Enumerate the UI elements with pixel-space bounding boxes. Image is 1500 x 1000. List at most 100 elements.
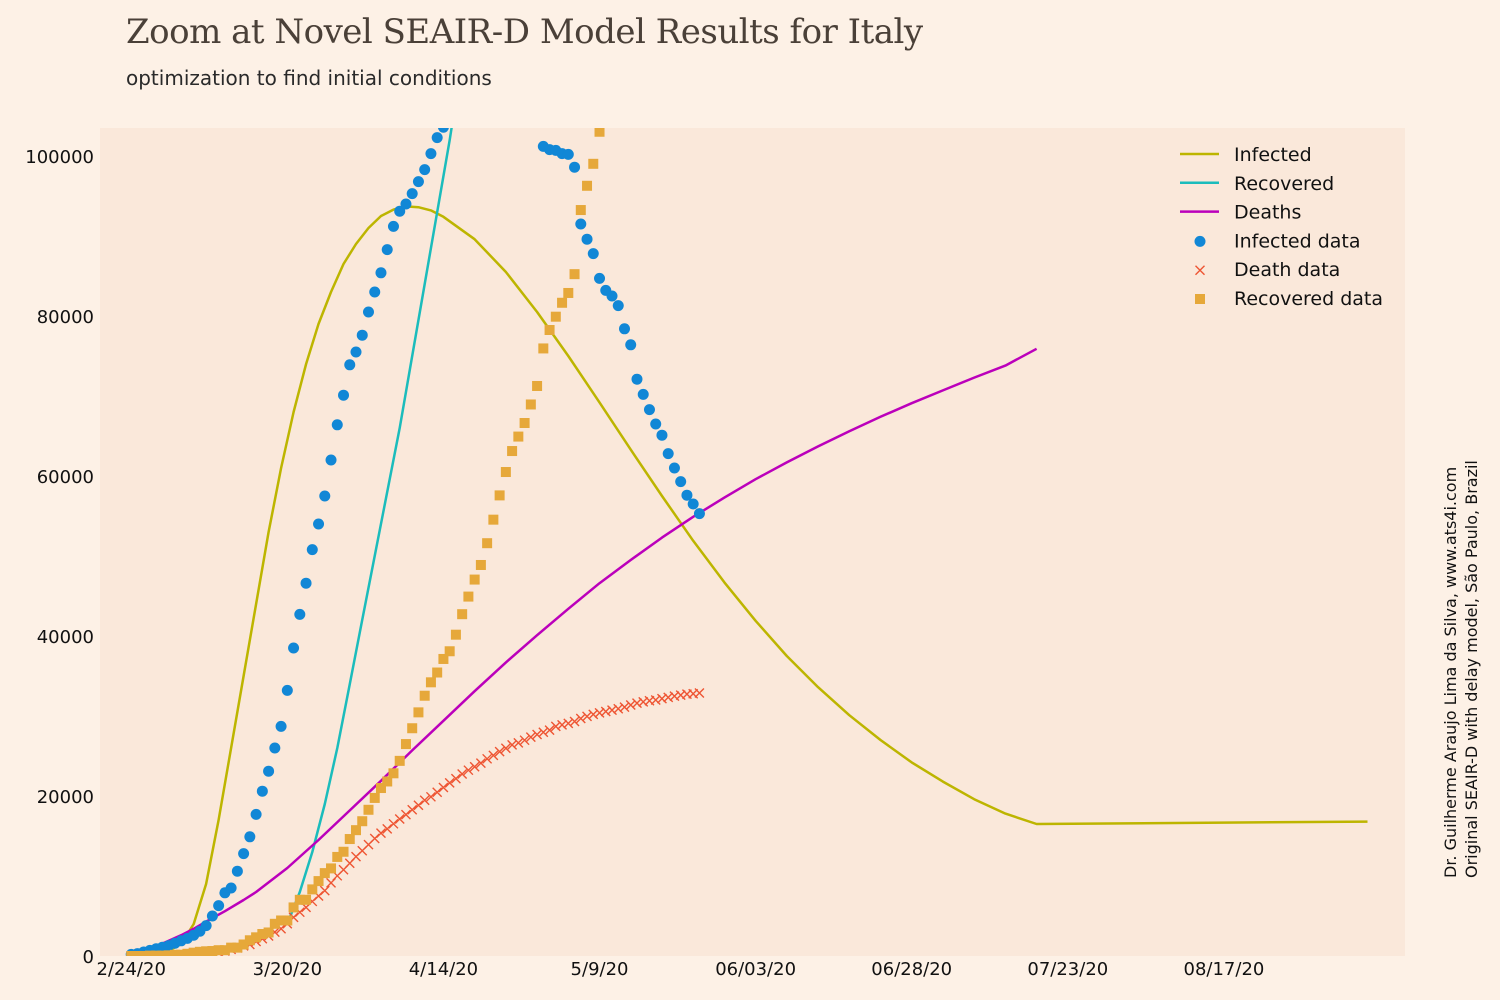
death-data-point <box>482 753 493 764</box>
infected-data-point <box>400 198 412 210</box>
recovered-data-point <box>369 792 380 803</box>
infected-data-point <box>643 404 655 416</box>
recovered-data-point <box>507 446 518 457</box>
infected-data-point <box>631 373 643 385</box>
death-data-point <box>569 716 580 727</box>
infected-data-point <box>225 882 237 894</box>
recovered-data-point <box>157 950 168 956</box>
infected-data-point <box>625 339 637 351</box>
recovered-data-point <box>301 894 312 905</box>
recovered-data-point <box>319 868 330 879</box>
recovered-data-point <box>126 950 137 956</box>
recovered-data-point <box>151 950 162 956</box>
recovered-data-point <box>326 863 337 874</box>
infected-data-point <box>244 831 256 843</box>
death-data-point <box>463 765 474 776</box>
recovered-data-point <box>288 902 299 913</box>
recovered-data-point <box>332 851 343 862</box>
recovered-data-point <box>482 538 493 549</box>
recovered-data-point <box>532 380 543 391</box>
death-data-point <box>382 823 393 834</box>
infected-data-point <box>344 359 356 371</box>
legend-label-recovered: Recovered <box>1234 173 1334 195</box>
death-data-point <box>394 813 405 824</box>
recovered-data-point <box>144 950 155 956</box>
recovered-data-point <box>463 591 474 602</box>
legend-swatch-infected-data <box>1194 235 1206 247</box>
recovered-data-point <box>232 942 243 953</box>
infected-data-point <box>437 128 449 133</box>
recovered-data-point <box>263 927 274 938</box>
y-tick-label: 60000 <box>37 467 94 488</box>
infected-data-point <box>362 306 374 318</box>
recovered-data-point <box>351 825 362 836</box>
recovered-data-point <box>357 816 368 827</box>
infected-data-point <box>606 290 618 302</box>
infected-data-point <box>656 429 668 441</box>
recovered-data-point <box>563 287 574 298</box>
death-data-point <box>457 769 468 780</box>
legend-label-infected-data: Infected data <box>1234 230 1361 252</box>
series-layer <box>125 128 1368 956</box>
death-data-point <box>625 700 636 711</box>
death-data-point <box>475 758 486 769</box>
recovered-data-point <box>582 180 593 191</box>
infected-data-point <box>675 476 687 488</box>
death-data-point <box>425 791 436 802</box>
death-data-point <box>519 735 530 746</box>
infected-data-point <box>250 808 262 820</box>
legend-swatch-recovered-data <box>1195 294 1205 304</box>
death-data-point <box>419 795 430 806</box>
recovered-data-point <box>432 667 443 678</box>
recovered-data-point <box>176 949 187 956</box>
legend-swatch-death-data <box>1195 265 1205 276</box>
infected-data-point <box>662 448 674 460</box>
infected-data-point <box>300 577 312 589</box>
infected-data-point <box>431 132 443 144</box>
recovered-data-point <box>238 939 249 950</box>
infected-data-point <box>325 454 337 466</box>
x-tick-label: 06/03/20 <box>715 959 796 980</box>
infected-data-point <box>319 490 331 502</box>
recovered-data-point <box>226 942 237 953</box>
recovered-data-point <box>244 935 255 946</box>
infected-data-point <box>275 720 287 732</box>
recovered-data-point <box>425 677 436 688</box>
chart-subtitle: optimization to find initial conditions <box>126 66 492 90</box>
credit-line-1: Dr. Guilherme Araujo Lima da Silva, www.… <box>1441 466 1460 878</box>
infected-data-point <box>313 518 325 530</box>
x-tick-label: 2/24/20 <box>97 959 166 980</box>
recovered-data-point <box>363 804 374 815</box>
infected-data-point <box>350 346 362 358</box>
death-data-point <box>550 721 561 732</box>
recovered-data-point <box>338 846 349 857</box>
recovered-data-point <box>513 431 524 442</box>
recovered-data-point <box>457 609 468 620</box>
recovered-data-point <box>182 948 193 956</box>
recovered-data-point <box>213 945 224 956</box>
legend: Infected Recovered Deaths Infected data Deat… <box>1180 144 1383 310</box>
recovered-data-point <box>500 467 511 478</box>
infected-data-point <box>594 272 606 284</box>
recovered-line <box>286 128 453 925</box>
death-data-point <box>507 739 518 750</box>
infected-data-point <box>575 218 587 230</box>
death-data-point <box>544 725 555 736</box>
recovered-data-point <box>138 950 149 956</box>
death-data-point <box>444 777 455 788</box>
death-data-point <box>619 702 630 713</box>
recovered-data-point <box>588 158 599 169</box>
death-data-point <box>438 782 449 793</box>
credit-text: Dr. Guilherme Araujo Lima da Silva, www.… <box>1440 460 1482 878</box>
recovered-data-point <box>494 490 505 501</box>
recovered-data-point <box>163 950 174 956</box>
axis-ticks: 2/24/20 3/20/20 4/14/20 5/9/20 06/03/20 06/28… <box>25 147 1264 980</box>
death-data-point <box>500 743 511 754</box>
y-tick-label: 0 <box>83 947 94 968</box>
infected-data-point <box>263 765 275 777</box>
infected-data-point <box>256 785 268 797</box>
infected-data-point <box>650 418 662 430</box>
death-data-point <box>613 703 624 714</box>
infected-line <box>131 205 1368 956</box>
recovered-data-point <box>450 629 461 640</box>
